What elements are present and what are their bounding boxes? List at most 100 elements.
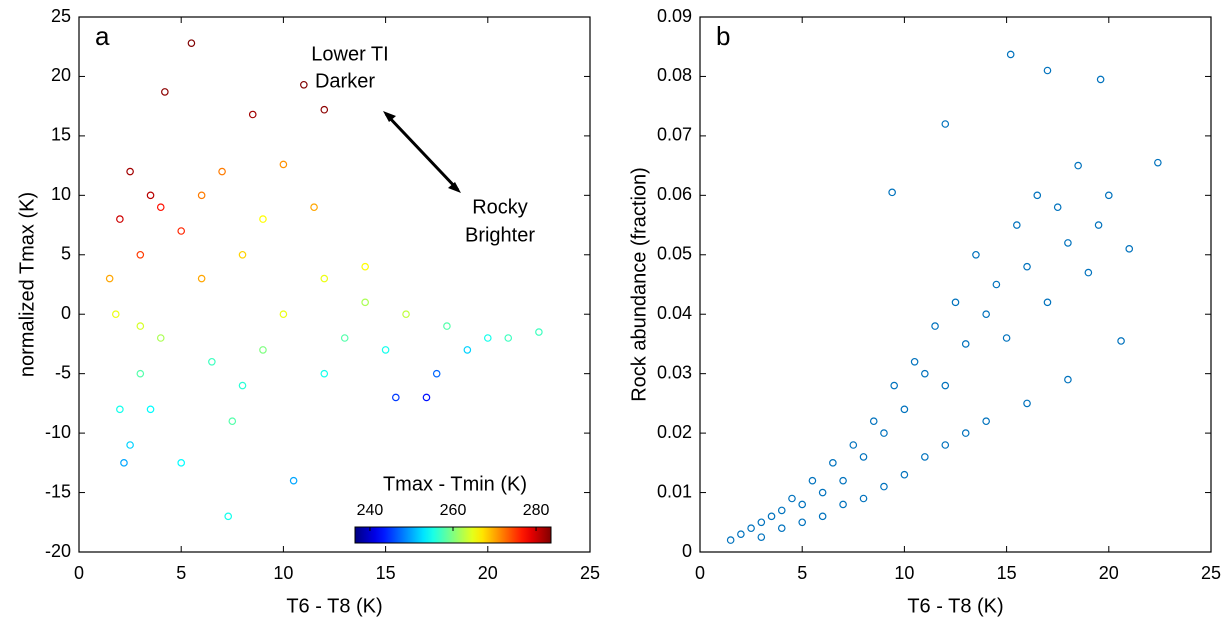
point [849,441,858,449]
y-tick-label: -10 [45,422,71,442]
point [859,494,868,503]
point [798,518,807,527]
arrow [383,111,461,193]
point [869,417,878,426]
point [422,393,431,402]
point [279,310,288,319]
point [238,381,247,390]
colorbar-tick-label: 260 [440,502,467,519]
point [1006,50,1015,59]
x-tick-label: 5 [176,563,186,583]
colorbar-label: Tmax - Tmin (K) [383,473,527,495]
y-tick-label: 25 [51,6,71,26]
point [1125,245,1134,253]
point [504,334,513,342]
point [1043,66,1052,75]
point [941,381,950,390]
point [900,470,909,479]
point [767,512,776,521]
y-tick-label: 0.01 [657,481,692,501]
x-tick-label: 0 [74,563,84,583]
point [111,310,120,319]
point [402,310,410,319]
point [1084,268,1093,277]
y-tick-label: 0.02 [657,422,692,442]
y-tick-label: 0.07 [657,125,692,145]
point [777,506,786,515]
point [361,262,369,271]
point [1064,239,1072,247]
point [921,453,929,461]
y-tick-label: 5 [61,244,71,264]
y-axis-label: normalized Tmax (K) [16,192,38,377]
axes-box [78,16,591,553]
point [818,512,827,521]
y-tick-label: -5 [55,362,71,382]
point [992,280,1001,289]
point [859,453,868,461]
x-tick-label: 15 [997,563,1017,583]
y-axis-label: Rock abundance (fraction) [628,167,650,402]
point [224,512,233,521]
point [1074,161,1082,170]
point [483,334,492,342]
x-tick-label: 0 [695,563,705,583]
point [829,459,837,467]
point [737,530,745,538]
point [156,334,165,342]
x-tick-label: 20 [478,563,498,583]
y-tick-label: -20 [45,541,71,561]
point [197,191,206,200]
point [798,500,807,509]
point [136,250,145,259]
point [1117,337,1125,345]
point [463,346,472,354]
point [289,476,298,485]
point [161,88,169,96]
colorbar-tick-label: 280 [523,502,550,519]
y-tick-label: 20 [51,65,71,85]
point [900,405,909,414]
point [1096,75,1105,84]
point [788,494,796,503]
point [941,120,950,128]
panel-letter: b [716,21,730,51]
point [187,39,196,47]
annotation: Rocky [472,196,528,218]
point [105,274,114,283]
point [777,524,786,533]
point [535,328,543,336]
point [961,340,970,348]
point [726,536,735,544]
point [238,250,247,259]
point [888,188,896,197]
y-tick-label: 10 [51,184,71,204]
point [1064,375,1072,384]
point [818,488,827,497]
point [248,110,257,119]
point [951,298,960,307]
point [381,346,390,354]
point [747,524,755,533]
point [839,476,847,485]
y-tick-label: 0 [61,303,71,323]
x-tick-label: 10 [273,563,293,583]
point [1023,399,1031,408]
point [961,429,970,437]
point [136,322,145,330]
y-tick-label: -15 [45,481,71,501]
y-tick-label: 0.08 [657,65,692,85]
point [1154,158,1162,167]
point [136,369,145,378]
point [392,393,400,402]
point [931,322,939,330]
point [208,357,216,366]
point [320,369,329,378]
colorbar-tick-label: 240 [357,502,384,519]
point [156,203,165,212]
point [361,298,369,307]
point [126,167,134,176]
point [146,191,155,200]
point [177,227,186,235]
point [982,310,990,319]
